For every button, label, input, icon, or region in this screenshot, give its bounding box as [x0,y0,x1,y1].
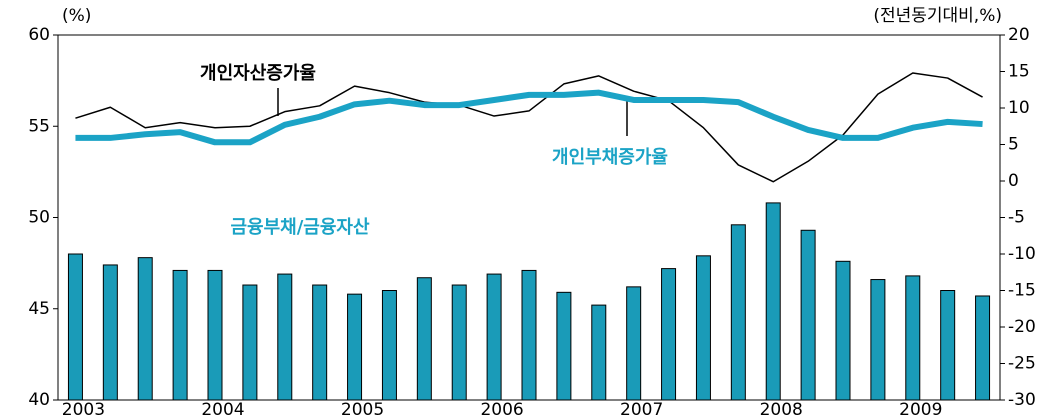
y-axis-label: (%) [62,6,91,26]
bar [67,253,83,401]
bar [765,202,781,401]
bar [870,279,886,401]
y2-tick-label: 15 [1008,62,1030,82]
bar [835,260,851,401]
x-tick-label: 2007 [620,400,663,416]
bar [416,277,432,401]
bar [172,269,188,401]
bar [940,290,956,401]
y2-tick-label: 10 [1008,98,1030,118]
y2-axis-label: (전년동기대비,%) [873,6,1002,26]
y2-tick-label: -20 [1008,317,1036,337]
series-label: 금융부채/금융자산 [230,217,369,238]
bar [381,290,397,401]
x-tick-label: 2008 [760,400,803,416]
x-tick-label: 2006 [480,400,523,416]
bar [975,295,991,401]
bar [695,255,711,401]
y2-tick-label: -5 [1008,208,1025,228]
x-tick-label: 2003 [62,400,105,416]
bar [521,269,537,401]
y-tick-label: 55 [28,116,50,136]
bar [591,304,607,401]
y-tick-label: 60 [28,25,50,45]
y-tick-label: 45 [28,299,50,319]
bar [730,224,746,401]
y2-tick-label: 5 [1008,135,1019,155]
bar [800,229,816,401]
bar [451,284,467,401]
bar [102,264,118,401]
x-tick-label: 2005 [341,400,384,416]
x-tick-label: 2004 [201,400,244,416]
bar [905,275,921,401]
series-label: 개인자산증가율 [200,63,316,84]
x-tick-label: 2009 [899,400,942,416]
bar [207,269,223,401]
y-tick-label: 50 [28,208,50,228]
line [75,72,983,183]
y-tick-label: 40 [28,390,50,410]
bar [556,291,572,401]
bar [486,273,502,401]
bar [661,268,677,401]
y2-tick-label: 20 [1008,25,1030,45]
bar [312,284,328,401]
bar [277,273,293,401]
bar [347,293,363,401]
y2-tick-label: -10 [1008,244,1036,264]
bar [242,284,258,401]
y2-tick-label: -30 [1008,390,1036,410]
y2-tick-label: 0 [1008,171,1019,191]
series-label: 개인부채증가율 [552,147,668,168]
line [75,89,983,146]
y2-tick-label: -25 [1008,354,1036,374]
bar [626,286,642,401]
y2-tick-label: -15 [1008,281,1036,301]
bar [137,257,153,401]
